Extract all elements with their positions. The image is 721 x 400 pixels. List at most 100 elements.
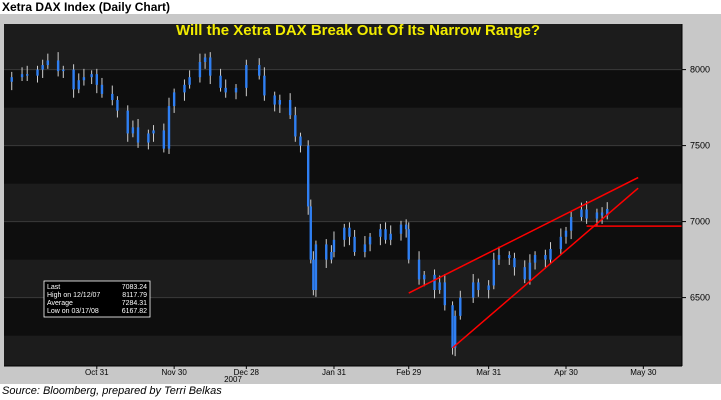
candle-body xyxy=(544,255,547,260)
candle-body xyxy=(299,136,302,146)
stats-value: 7284.31 xyxy=(122,300,147,307)
candle-body xyxy=(564,230,568,237)
candle-body xyxy=(384,229,387,240)
candle-body xyxy=(219,75,222,88)
candle-body xyxy=(90,74,93,78)
candle-body xyxy=(569,217,573,231)
candle-body xyxy=(126,110,129,134)
x-tick-label: Oct 31 xyxy=(85,368,109,377)
candle-body xyxy=(198,62,202,78)
candle-body xyxy=(46,60,50,66)
candle-body xyxy=(487,285,490,290)
candle-body xyxy=(152,130,155,134)
candle-body xyxy=(309,206,312,260)
candle-body xyxy=(549,248,552,260)
candle-body xyxy=(209,57,212,76)
page-title: Xetra DAX Index (Daily Chart) xyxy=(2,0,171,14)
plot-band xyxy=(4,335,682,366)
candle-body xyxy=(136,127,140,143)
candle-body xyxy=(72,69,75,90)
year-label: 2007 xyxy=(224,375,242,384)
plot-band xyxy=(4,183,682,222)
candle-body xyxy=(294,115,297,137)
candle-body xyxy=(497,255,501,260)
candle-body xyxy=(273,95,276,105)
candle-body xyxy=(312,259,315,290)
plot-band xyxy=(4,69,682,108)
y-tick-label: 7500 xyxy=(690,141,710,151)
candle-body xyxy=(343,227,346,240)
candle-body xyxy=(523,267,526,280)
candle-body xyxy=(278,100,282,105)
plot-band xyxy=(4,221,682,260)
candle-body xyxy=(10,77,13,82)
candle-body xyxy=(348,227,351,237)
stats-value: 6167.82 xyxy=(122,308,147,315)
source-caption: Source: Bloomberg, prepared by Terri Bel… xyxy=(2,385,222,397)
candle-body xyxy=(26,74,29,76)
candle-body xyxy=(407,229,410,260)
candle-body xyxy=(314,244,318,290)
candle-body xyxy=(580,209,583,218)
candle-body xyxy=(20,74,24,78)
candle-body xyxy=(95,74,99,85)
x-tick-label: May 30 xyxy=(630,368,657,377)
candle-body xyxy=(111,93,114,100)
candle-body xyxy=(245,65,248,88)
candle-body xyxy=(423,274,426,280)
chart-title: Will the Xetra DAX Break Out Of Its Narr… xyxy=(176,22,540,39)
stats-value: 8117.79 xyxy=(122,292,147,299)
y-tick-label: 6500 xyxy=(690,293,710,303)
candle-body xyxy=(492,259,496,286)
candle-body xyxy=(451,305,454,348)
candle-body xyxy=(162,130,166,149)
candle-body xyxy=(559,236,563,249)
candle-body xyxy=(443,282,447,306)
stats-label: Last xyxy=(47,284,60,291)
candle-body xyxy=(533,255,537,263)
candle-body xyxy=(528,262,532,280)
candle-body xyxy=(62,69,65,72)
candle-body xyxy=(606,208,609,216)
candle-body xyxy=(203,57,207,62)
candle-body xyxy=(258,65,261,76)
candle-body xyxy=(263,75,266,96)
candle-body xyxy=(368,236,372,245)
candle-body xyxy=(306,145,310,207)
candle-body xyxy=(363,244,367,252)
plot-band xyxy=(4,145,682,184)
y-tick-label: 8000 xyxy=(690,65,710,75)
candle-body xyxy=(353,236,356,252)
candle-body xyxy=(585,209,588,219)
stats-label: High on 12/12/07 xyxy=(47,292,100,299)
candle-body xyxy=(332,239,336,252)
candle-body xyxy=(513,258,516,268)
candle-body xyxy=(147,133,150,143)
x-tick-label: Mar 31 xyxy=(476,368,501,377)
candle-body xyxy=(116,100,119,111)
candle-body xyxy=(234,87,238,93)
candle-body xyxy=(471,282,475,298)
candle-body xyxy=(77,80,80,90)
candle-body xyxy=(595,212,599,219)
candle-body xyxy=(433,274,436,290)
candle-body xyxy=(56,60,60,72)
candle-body xyxy=(404,224,408,230)
trendline xyxy=(452,187,639,349)
plot-band xyxy=(4,24,682,70)
candle-body xyxy=(438,282,441,290)
plot-band xyxy=(4,107,682,146)
trendline xyxy=(408,176,639,294)
candle-body xyxy=(224,87,227,93)
candle-body xyxy=(41,65,44,70)
y-tick-label: 7000 xyxy=(690,217,710,227)
stats-box-frame xyxy=(43,280,151,318)
candle-body xyxy=(508,255,511,259)
candle-body xyxy=(330,252,333,260)
stats-box: Last 7083.24 High on 12/12/07 8117.79 Averag… xyxy=(43,280,151,318)
candle-body xyxy=(100,84,104,94)
candle-body xyxy=(131,127,135,134)
stats-label: Low on 03/17/08 xyxy=(47,308,99,315)
candle-body xyxy=(399,224,403,234)
candle-body xyxy=(167,106,171,149)
